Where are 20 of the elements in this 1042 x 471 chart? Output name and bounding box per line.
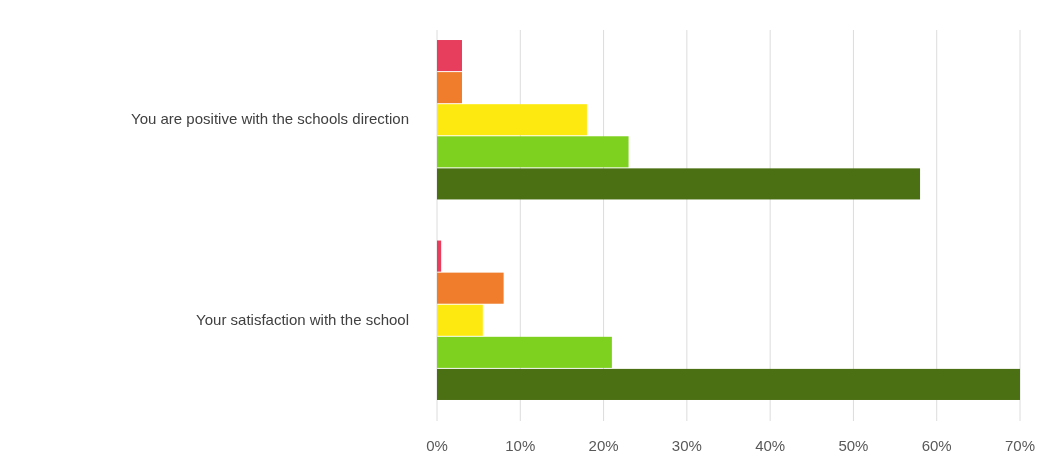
x-tick-label: 10% (505, 437, 536, 454)
bar (437, 336, 612, 368)
y-tick-label: You are positive with the schools direction (131, 110, 409, 128)
y-tick-label: Your satisfaction with the school (196, 310, 409, 328)
bar (437, 104, 587, 136)
x-tick-label: 50% (838, 437, 869, 454)
bar (437, 304, 483, 336)
x-tick-label: 20% (588, 437, 619, 454)
bar (437, 40, 462, 72)
x-tick-label: 0% (426, 437, 448, 454)
x-tick-label: 30% (671, 437, 702, 454)
bar (437, 240, 442, 272)
bar (437, 368, 1020, 400)
bar (437, 168, 921, 200)
bar (437, 72, 462, 104)
bar (437, 272, 504, 304)
x-tick-label: 70% (1004, 437, 1036, 454)
bar (437, 136, 629, 168)
x-tick-label: 60% (921, 437, 952, 454)
x-tick-label: 40% (755, 437, 786, 454)
